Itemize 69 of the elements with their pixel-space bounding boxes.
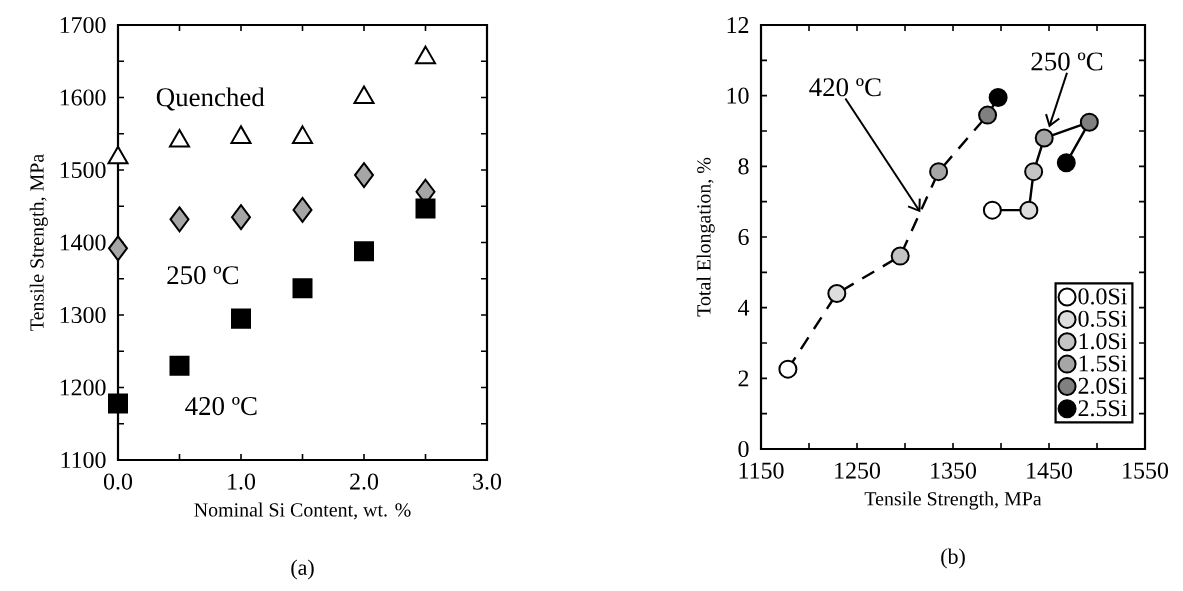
x-tick-label: 1150: [739, 462, 784, 479]
point: [1079, 112, 1099, 132]
y-tick-label: 1500: [60, 161, 106, 179]
point: [778, 359, 798, 379]
point: [169, 206, 190, 233]
legend-label: 1.0Si: [1079, 333, 1127, 350]
point: [1034, 128, 1054, 148]
point: [978, 105, 998, 125]
point: [108, 393, 128, 414]
legend-label: 2.5Si: [1078, 400, 1127, 417]
y-tick-label: 12: [727, 17, 749, 33]
point: [1056, 153, 1076, 173]
point: [231, 204, 251, 231]
annotation: 250 ºC: [1031, 52, 1103, 71]
annotation: 250 ºC: [167, 266, 239, 285]
x-tick-label: 2.0: [350, 473, 379, 490]
y-axis-title: Total Elongation, %: [696, 157, 715, 317]
point: [982, 200, 1002, 220]
x-axis-title: Nominal Si Content, wt. %: [194, 502, 411, 520]
annotation: 420 ºC: [809, 78, 881, 97]
x-tick-label: 3.0: [473, 473, 502, 490]
point: [169, 355, 190, 376]
point: [929, 162, 949, 182]
y-tick-label: 10: [727, 87, 749, 104]
point: [168, 129, 191, 148]
point: [231, 308, 251, 329]
point: [108, 235, 128, 262]
point: [827, 284, 847, 304]
point: [292, 278, 313, 299]
point: [414, 45, 437, 65]
annotation: 420 ºC: [185, 396, 257, 416]
point: [415, 198, 436, 219]
legend-label: 0.5Si: [1078, 310, 1127, 327]
x-tick-label: 1250: [835, 462, 881, 479]
point: [107, 145, 129, 165]
legend-label: 2.0Si: [1078, 377, 1127, 395]
legend-label: 1.5Si: [1079, 355, 1127, 372]
y-tick-label: 1600: [60, 89, 106, 106]
point: [353, 85, 375, 104]
y-tick-label: 1200: [60, 379, 106, 396]
y-tick-label: 1400: [60, 234, 106, 251]
x-axis-title: Tensile Strength, MPa: [864, 491, 1042, 510]
text: (b): [941, 548, 965, 569]
x-tick-label: 1550: [1123, 462, 1169, 479]
point: [354, 162, 374, 189]
y-tick-label: 1100: [61, 451, 106, 469]
point: [1024, 162, 1044, 182]
y-tick-label: 1700: [60, 16, 106, 34]
y-tick-label: 4: [738, 299, 750, 316]
point: [988, 87, 1008, 107]
text: (a): [291, 559, 314, 580]
y-tick-label: 8: [738, 158, 749, 175]
y-tick-label: 2: [738, 370, 749, 387]
point: [292, 196, 313, 223]
y-tick-label: 1300: [60, 306, 106, 324]
point: [354, 241, 374, 262]
y-axis-title: Tensile Strength, MPa: [29, 154, 48, 331]
y-tick-label: 6: [738, 228, 749, 246]
y-tick-label: 0: [738, 440, 749, 458]
x-tick-label: 0.0: [103, 473, 133, 490]
point: [291, 125, 314, 144]
x-tick-label: 1450: [1027, 462, 1073, 479]
point: [230, 125, 252, 144]
x-tick-label: 1.0: [228, 473, 256, 490]
point: [890, 246, 910, 266]
point: [1019, 200, 1039, 220]
x-tick-label: 1350: [931, 462, 977, 479]
legend-label: 0.0Si: [1078, 288, 1127, 305]
annotation: Quenched: [156, 87, 265, 111]
